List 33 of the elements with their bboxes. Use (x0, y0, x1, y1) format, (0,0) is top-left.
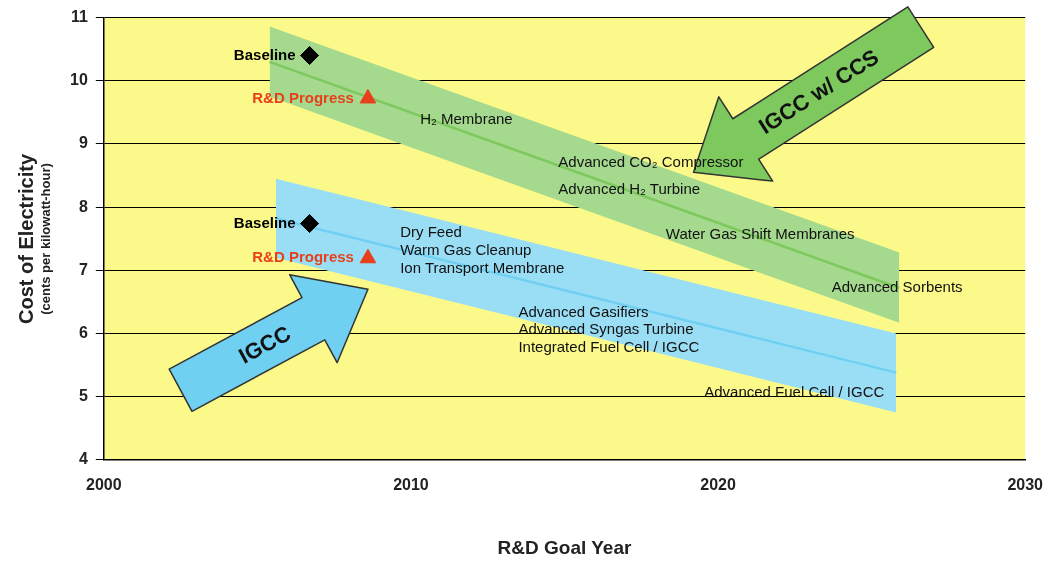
annotation: Advanced H₂ Turbine (558, 179, 701, 197)
annotation: Advanced Fuel Cell / IGCC (704, 382, 885, 400)
y-tick-label: 7 (78, 260, 88, 278)
x-axis-title: R&D Goal Year (497, 537, 632, 559)
y-tick-label: 5 (78, 387, 88, 405)
annotation: H₂ Membrane (420, 109, 513, 127)
y-tick-label: 6 (78, 323, 88, 341)
series-label: R&D Progress (252, 88, 354, 106)
annotation: Dry Feed (400, 222, 462, 240)
x-tick-label: 2010 (393, 475, 429, 493)
point (359, 88, 377, 104)
text: R&D Progress (252, 248, 354, 266)
annotation: Advanced Sorbents (831, 277, 963, 295)
x-tick-label: 2000 (86, 475, 122, 493)
annotation: Advanced Syngas Turbine (518, 319, 694, 337)
annotation: Warm Gas Cleanup (400, 240, 532, 258)
annotation: IGCC (234, 320, 296, 370)
annotation: Ion Transport Membrane (400, 258, 565, 276)
series-label: Baseline (233, 213, 296, 231)
x-tick-label: 2020 (700, 475, 736, 493)
point (300, 46, 320, 65)
y-tick-label: 10 (70, 71, 88, 89)
annotation: Water Gas Shift Membranes (665, 224, 855, 242)
x-tick-label: 2030 (1007, 475, 1044, 493)
y-tick-label: 9 (78, 134, 88, 152)
y-tick-label: 8 (78, 197, 88, 215)
annotation: Advanced Gasifiers (518, 302, 649, 320)
y-tick-label: 11 (70, 8, 88, 26)
point (359, 248, 377, 264)
annotation: Integrated Fuel Cell / IGCC (518, 337, 700, 355)
text: Baseline (233, 45, 296, 63)
y-tick-label: 4 (78, 450, 88, 468)
y-axis-title: Cost of Electricity (cents per kilowatt-hour) (15, 153, 53, 324)
